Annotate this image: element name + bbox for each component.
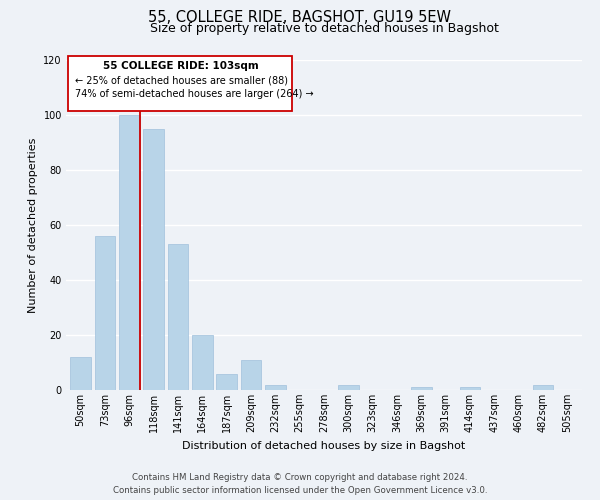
Bar	[533, 384, 553, 390]
Bar	[70, 357, 91, 390]
Bar	[411, 387, 432, 390]
Bar	[192, 335, 212, 390]
Text: ← 25% of detached houses are smaller (88): ← 25% of detached houses are smaller (88…	[74, 75, 287, 85]
Bar	[460, 387, 481, 390]
Bar	[95, 236, 115, 390]
Bar	[119, 115, 140, 390]
Y-axis label: Number of detached properties: Number of detached properties	[28, 138, 38, 312]
Bar	[167, 244, 188, 390]
Text: Contains HM Land Registry data © Crown copyright and database right 2024.
Contai: Contains HM Land Registry data © Crown c…	[113, 473, 487, 495]
Bar	[241, 360, 262, 390]
Text: 74% of semi-detached houses are larger (264) →: 74% of semi-detached houses are larger (…	[74, 89, 313, 99]
FancyBboxPatch shape	[68, 56, 292, 111]
Bar	[265, 384, 286, 390]
Bar	[338, 384, 359, 390]
Bar	[143, 128, 164, 390]
Text: 55, COLLEGE RIDE, BAGSHOT, GU19 5EW: 55, COLLEGE RIDE, BAGSHOT, GU19 5EW	[149, 10, 452, 25]
Bar	[216, 374, 237, 390]
Title: Size of property relative to detached houses in Bagshot: Size of property relative to detached ho…	[149, 22, 499, 35]
Text: 55 COLLEGE RIDE: 103sqm: 55 COLLEGE RIDE: 103sqm	[103, 62, 258, 72]
X-axis label: Distribution of detached houses by size in Bagshot: Distribution of detached houses by size …	[182, 440, 466, 450]
